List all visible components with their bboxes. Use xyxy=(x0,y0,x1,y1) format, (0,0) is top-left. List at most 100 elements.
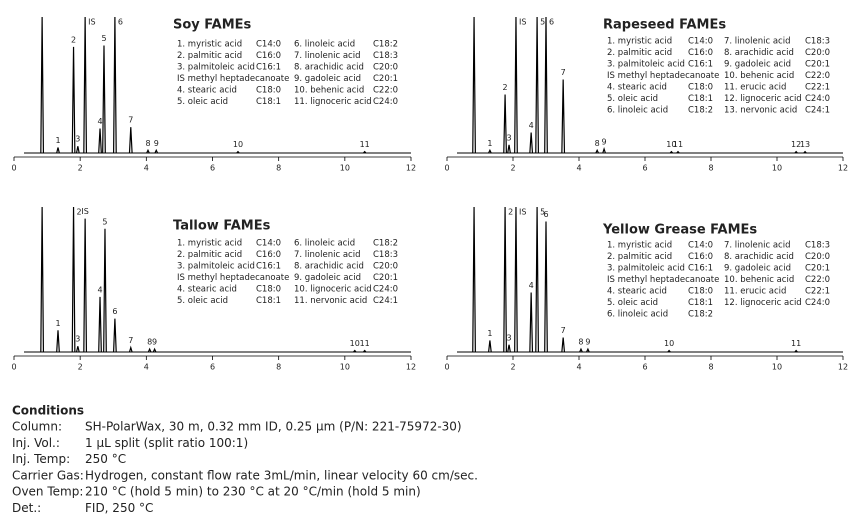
peak-label: 2 xyxy=(71,35,76,44)
compound-name: 11. nervonic acid xyxy=(294,296,367,306)
peak-label: 11 xyxy=(360,140,370,149)
compound-name: 4. stearic acid xyxy=(607,83,667,93)
compound-formula: C16:0 xyxy=(688,48,713,58)
compound-name: 8. arachidic acid xyxy=(294,262,364,272)
peak xyxy=(794,150,798,154)
condition-label: Inj. Vol.: xyxy=(12,436,60,450)
compound-name: 10. behenic acid xyxy=(724,275,794,285)
peak xyxy=(40,16,45,154)
peak-label: 10 xyxy=(664,339,674,348)
x-tick-label: 12 xyxy=(838,164,848,173)
peak-label: 10 xyxy=(350,339,360,348)
compound-formula: C14:0 xyxy=(688,241,713,251)
compound-name: 1. myristic acid xyxy=(607,241,672,251)
peak-label: 6 xyxy=(543,210,548,219)
compound-name: 10. behenic acid xyxy=(294,86,364,96)
peak-label: 3 xyxy=(506,333,511,342)
condition-label: Carrier Gas: xyxy=(12,468,84,482)
compound-formula: C24:1 xyxy=(805,106,830,116)
peak xyxy=(535,206,539,353)
peak-label: 10 xyxy=(666,140,676,149)
peak xyxy=(362,150,367,154)
x-tick-label: 2 xyxy=(510,363,515,372)
peak xyxy=(586,347,590,353)
peak xyxy=(146,148,150,154)
compound-name: 6. linoleic acid xyxy=(294,40,355,50)
compound-name: 3. palmitoleic acid xyxy=(177,63,255,73)
compound-formula: C18:1 xyxy=(688,94,713,104)
peak-label: 3 xyxy=(506,133,511,142)
compound-formula: C20:1 xyxy=(373,273,398,283)
peak xyxy=(98,128,102,154)
compound-formula: C14:0 xyxy=(256,239,281,249)
x-tick-label: 10 xyxy=(772,164,782,173)
x-tick-label: 0 xyxy=(444,363,449,372)
x-tick-label: 10 xyxy=(772,363,782,372)
peak-label: 1 xyxy=(55,136,60,145)
compound-formula: C18:2 xyxy=(373,239,398,249)
peak xyxy=(488,340,492,353)
peak xyxy=(561,79,566,154)
compound-name: 4. stearic acid xyxy=(607,287,667,297)
x-tick-label: 6 xyxy=(210,164,215,173)
peak xyxy=(83,16,88,154)
peak xyxy=(535,16,539,154)
compound-formula: C20:0 xyxy=(373,262,398,272)
chart-title: Rapeseed FAMEs xyxy=(603,18,726,33)
compound-formula: C16:1 xyxy=(688,60,713,70)
compound-formula: C20:1 xyxy=(805,60,830,70)
chart-title: Soy FAMEs xyxy=(173,18,252,33)
peak xyxy=(353,349,357,353)
chart-title: Yellow Grease FAMEs xyxy=(602,223,757,238)
compound-name: 10. behenic acid xyxy=(724,71,794,81)
peak xyxy=(472,206,476,353)
compound-name: 4. stearic acid xyxy=(177,285,237,295)
condition-value: Hydrogen, constant flow rate 3mL/min, li… xyxy=(85,468,478,482)
compound-formula: C24:0 xyxy=(373,285,398,295)
peak-label: 4 xyxy=(529,121,534,130)
compound-name: 5. oleic acid xyxy=(607,298,658,308)
condition-label: Column: xyxy=(12,420,62,434)
peak xyxy=(803,150,807,154)
peak-label: 8 xyxy=(145,139,150,148)
peak xyxy=(71,46,76,154)
peak xyxy=(147,347,152,353)
peak xyxy=(561,337,566,353)
compound-formula: C20:0 xyxy=(805,252,830,262)
compound-name: 6. linoleic acid xyxy=(294,239,355,249)
peak-label: 5 xyxy=(102,217,107,226)
x-tick-label: 4 xyxy=(576,363,581,372)
compound-formula: C20:0 xyxy=(805,48,830,58)
compound-name: 2. palmitic acid xyxy=(177,51,242,61)
compound-name: 11. erucic acid xyxy=(724,287,786,297)
peak-label: 9 xyxy=(602,137,607,146)
compound-name: 5. oleic acid xyxy=(177,97,228,107)
compound-name: 9. gadoleic acid xyxy=(724,60,791,70)
compound-name: 6. linoleic acid xyxy=(607,106,668,116)
condition-value: SH-PolarWax, 30 m, 0.32 mm ID, 0.25 µm (… xyxy=(85,420,462,434)
peak-label: 7 xyxy=(561,326,566,335)
x-tick-label: 0 xyxy=(444,164,449,173)
compound-formula: C24:1 xyxy=(373,296,398,306)
compound-name: 4. stearic acid xyxy=(177,86,237,96)
compound-formula: C18:1 xyxy=(688,298,713,308)
peak xyxy=(154,148,159,154)
x-tick-label: 6 xyxy=(210,363,215,372)
condition-label: Det.: xyxy=(12,501,41,515)
peak xyxy=(794,349,798,353)
compound-formula: C24:0 xyxy=(373,97,398,107)
compound-name: 2. palmitic acid xyxy=(177,250,242,260)
compound-formula: C16:1 xyxy=(256,63,281,73)
peak-label: 3 xyxy=(75,135,80,144)
peak xyxy=(488,148,492,154)
peak-label: 11 xyxy=(791,339,801,348)
compound-formula: C22:0 xyxy=(805,275,830,285)
peak-label: 2 xyxy=(77,208,82,217)
compound-name: 7. linolenic acid xyxy=(294,250,360,260)
x-tick-label: 0 xyxy=(11,363,16,372)
peak xyxy=(113,16,117,154)
conditions-title: Conditions xyxy=(12,404,84,418)
compound-name: IS methyl heptadecanoate xyxy=(607,275,719,285)
peak xyxy=(83,218,88,353)
compound-name: 7. linolenic acid xyxy=(724,241,790,251)
